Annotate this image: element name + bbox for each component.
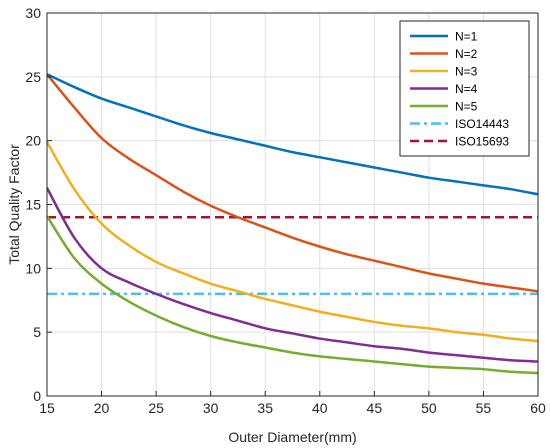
legend-entry: ISO15693 xyxy=(455,135,509,149)
legend-entry: N=3 xyxy=(455,65,478,79)
x-tick-label: 15 xyxy=(39,400,55,416)
y-tick-label: 10 xyxy=(25,260,41,276)
legend-entry: N=4 xyxy=(455,82,478,96)
x-tick-label: 40 xyxy=(312,400,328,416)
x-tick-label: 30 xyxy=(203,400,219,416)
series-line-n-1 xyxy=(46,73,539,196)
x-tick-label: 20 xyxy=(94,400,110,416)
y-tick-label: 5 xyxy=(33,324,41,340)
x-tick-label: 55 xyxy=(476,400,492,416)
x-tick-label: 25 xyxy=(148,400,164,416)
x-tick-label: 50 xyxy=(421,400,437,416)
x-tick-label: 35 xyxy=(257,400,273,416)
series-line-n-2 xyxy=(46,73,539,293)
y-tick-label: 0 xyxy=(33,388,41,404)
x-axis-label: Outer Diameter(mm) xyxy=(228,429,356,445)
legend-entry: N=2 xyxy=(455,47,478,61)
series-line-n-5 xyxy=(45,215,539,375)
legend-entry: N=5 xyxy=(455,100,478,114)
series-line-n-3 xyxy=(45,141,539,343)
x-tick-label: 60 xyxy=(530,400,546,416)
legend: N=1 N=2 N=3 N=4 N=5 ISO14443 ISO15693 xyxy=(399,20,530,157)
y-tick-label: 30 xyxy=(25,5,41,21)
legend-entry: N=1 xyxy=(455,30,478,44)
y-tick-label: 25 xyxy=(25,69,41,85)
legend-entry: ISO14443 xyxy=(455,117,509,131)
y-tick-label: 15 xyxy=(25,197,41,213)
axis-ticks: 15 20 25 30 35 40 45 50 55 60 0 5 10 15 20 25 30 xyxy=(25,5,546,416)
y-tick-label: 20 xyxy=(25,133,41,149)
series-line-n-4 xyxy=(45,187,539,363)
series-layer xyxy=(45,73,539,375)
x-tick-label: 45 xyxy=(367,400,383,416)
y-axis-label: Total Quality Factor xyxy=(6,144,22,265)
